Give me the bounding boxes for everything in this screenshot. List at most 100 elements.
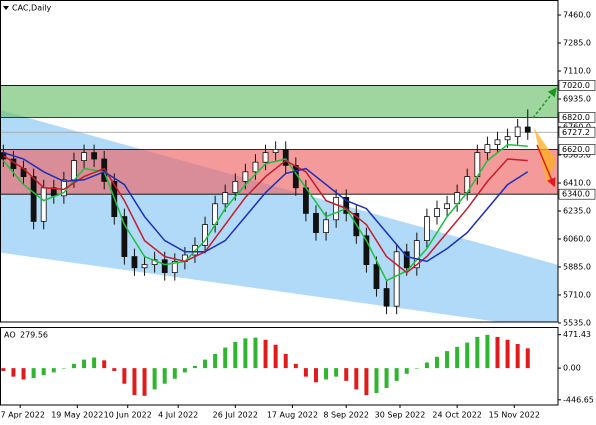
ao-bar [424, 362, 429, 369]
y-tick-label: 6410.0 [563, 178, 591, 187]
ao-bar [162, 368, 167, 384]
ao-bar [92, 357, 97, 369]
level-label: 6820.0 [562, 113, 590, 122]
ao-bar [11, 368, 16, 377]
ao-bar [303, 368, 308, 377]
level-label-box [558, 188, 596, 200]
y-tick-label: 7460.0 [563, 11, 591, 20]
y-tick-label: 6935.0 [563, 95, 591, 104]
ao-bar [61, 368, 66, 369]
y-tick-label: 6235.0 [563, 206, 591, 215]
ao-bar [142, 368, 147, 396]
y-tick-label: 7110.0 [563, 67, 591, 76]
ao-bar [525, 348, 530, 369]
candle-body [71, 160, 77, 181]
level-label: 6727.2 [562, 128, 590, 137]
x-tick-label: 15 Nov 2022 [489, 411, 540, 420]
candle-body [272, 149, 279, 154]
forecast-area [534, 128, 556, 184]
y-tick-label: 5535.0 [563, 318, 591, 327]
candle-body [30, 176, 37, 222]
ao-frame [0, 327, 559, 406]
ao-bar [404, 368, 409, 374]
candle-body [434, 208, 440, 217]
ao-bar [485, 334, 490, 369]
candle-body [40, 187, 47, 222]
x-tick-label: 30 Sep 2022 [375, 411, 426, 420]
y-tick-label: 6585.0 [563, 151, 591, 160]
candle-body [403, 251, 410, 269]
ao-bar [82, 359, 87, 369]
x-tick-label: 8 Sep 2022 [323, 411, 369, 420]
ao-bar [1, 368, 6, 371]
level-label: 6620.0 [562, 145, 590, 154]
candle-body [121, 216, 128, 257]
ao-current: 279.56 [20, 331, 48, 340]
ao-bar [31, 368, 36, 379]
y-tick-label: 0.00 [563, 364, 581, 373]
ao-bar [233, 341, 238, 369]
ao-bar [283, 353, 288, 369]
ao-panel [1, 334, 530, 396]
candle-body [494, 139, 501, 146]
ao-bar [475, 336, 480, 369]
ao-bar [354, 368, 359, 390]
ao-bar [21, 368, 26, 380]
x-tick-label: 24 Oct 2022 [432, 411, 481, 420]
ao-bar [132, 368, 137, 396]
menu-triangle [3, 6, 9, 10]
y-tick-label: 6060.0 [563, 234, 591, 243]
candle-body [413, 240, 420, 269]
symbol-title: CAC,Daily [12, 4, 52, 13]
ao-bar [384, 368, 389, 388]
ao-bar [203, 359, 208, 369]
y-tick-label: 5710.0 [563, 290, 591, 299]
ao-title: AO [4, 331, 16, 340]
x-tick-label: 10 Jun 2022 [104, 411, 152, 420]
ao-bar [213, 353, 218, 369]
candle-body [222, 192, 229, 205]
ao-bar [445, 351, 450, 369]
ao-bar [465, 342, 470, 369]
axes: 7460.07285.07110.06935.06760.06585.06410… [0, 11, 596, 420]
ao-bar [152, 368, 157, 390]
ao-bar [263, 339, 268, 369]
y-tick-label: 5885.0 [563, 262, 591, 271]
zone [0, 85, 558, 118]
level-label-box [558, 126, 596, 138]
candle-body [373, 264, 380, 289]
moving-average [3, 151, 529, 263]
candle-body [514, 126, 521, 138]
ao-bar [122, 368, 127, 384]
ao-bar [172, 368, 177, 379]
level-label-box [558, 112, 596, 123]
ao-bar [71, 363, 76, 369]
down-arrow [536, 144, 556, 188]
ao-bar [434, 356, 439, 369]
candle-body [161, 259, 168, 273]
candle-body [202, 224, 208, 246]
candle-body [393, 251, 400, 307]
candle-body [232, 180, 239, 193]
x-tick-label: 4 Jul 2022 [158, 411, 198, 420]
x-tick-label: 26 Jul 2022 [213, 411, 258, 420]
candle-body [444, 203, 450, 209]
ao-bar [273, 344, 278, 369]
ao-bar [505, 339, 510, 369]
level-label-box [558, 144, 596, 155]
ao-bar [515, 344, 520, 369]
candle-body [484, 144, 491, 154]
moving-average [2, 155, 528, 274]
price-frame [0, 0, 559, 323]
forecast-arrows [532, 87, 557, 188]
ao-bar [455, 346, 460, 369]
ao-bar [495, 336, 500, 369]
candle-body [333, 196, 340, 221]
ao-bar [344, 368, 349, 381]
level-label: 6340.0 [562, 190, 590, 199]
y-tick-label: 7285.0 [563, 39, 591, 48]
candle-body [171, 260, 178, 273]
ao-bar [374, 368, 379, 393]
ao-bar [243, 338, 248, 369]
